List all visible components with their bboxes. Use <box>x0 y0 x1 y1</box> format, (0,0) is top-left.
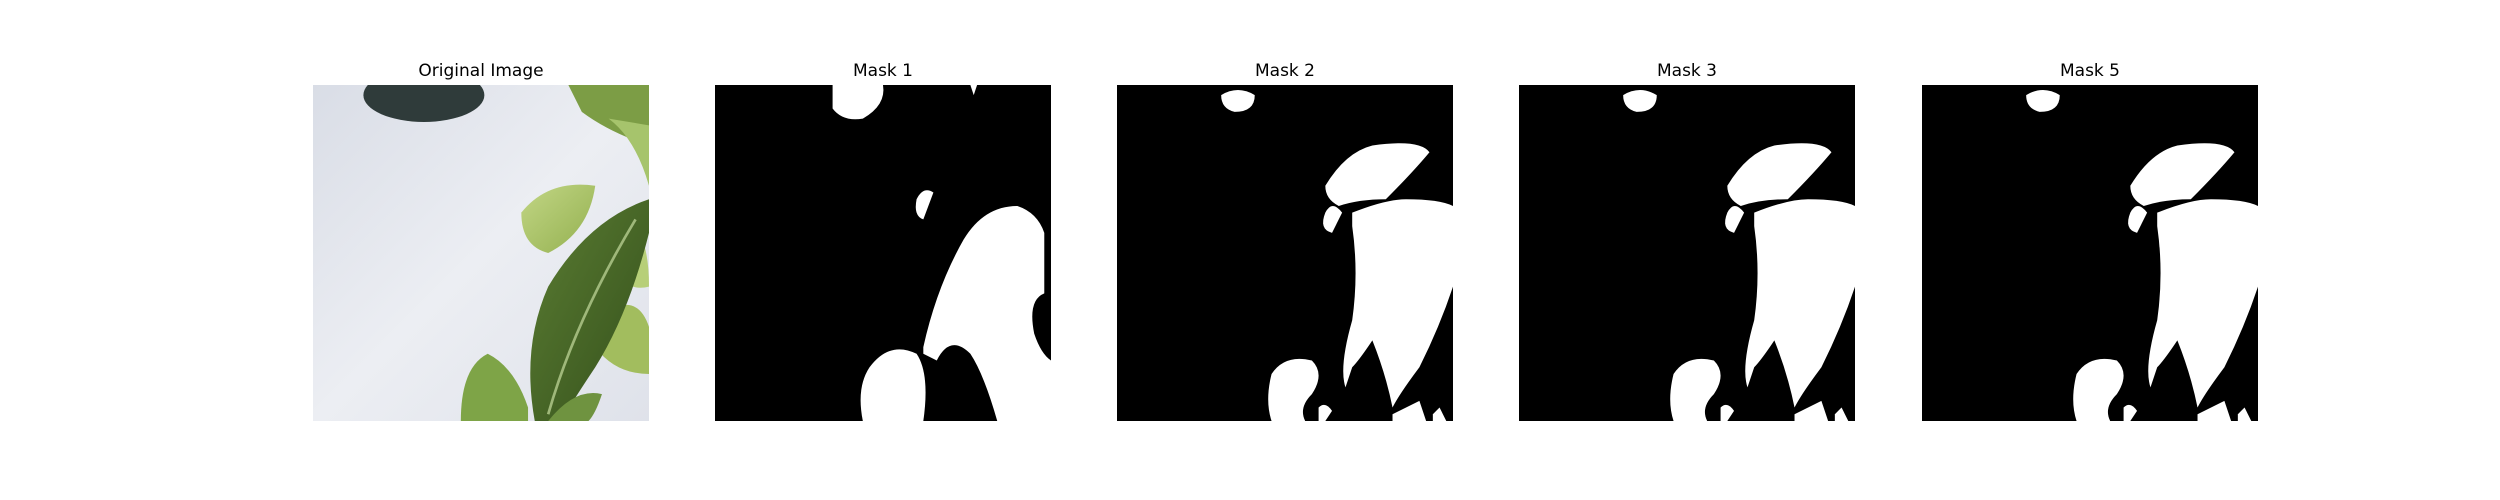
original-photo <box>313 85 649 421</box>
mask-2-image <box>1117 85 1453 421</box>
original-image-title: Original Image <box>418 61 544 81</box>
mask-5-image <box>1922 85 2258 421</box>
mask-1-panel: Mask 1 <box>715 59 1051 421</box>
mask-1-title: Mask 1 <box>852 61 913 81</box>
mask-3-image <box>1519 85 1855 421</box>
mask-1-image <box>715 85 1051 421</box>
mask-2-panel: Mask 2 <box>1117 59 1453 421</box>
mask-5-panel: Mask 5 <box>1922 59 2258 421</box>
mask-2-title: Mask 2 <box>1254 61 1315 81</box>
mask-3-title: Mask 3 <box>1656 61 1717 81</box>
mask-3-panel: Mask 3 <box>1519 59 1855 421</box>
original-image-panel: Original Image <box>313 59 649 421</box>
mask-5-title: Mask 5 <box>2059 61 2120 81</box>
